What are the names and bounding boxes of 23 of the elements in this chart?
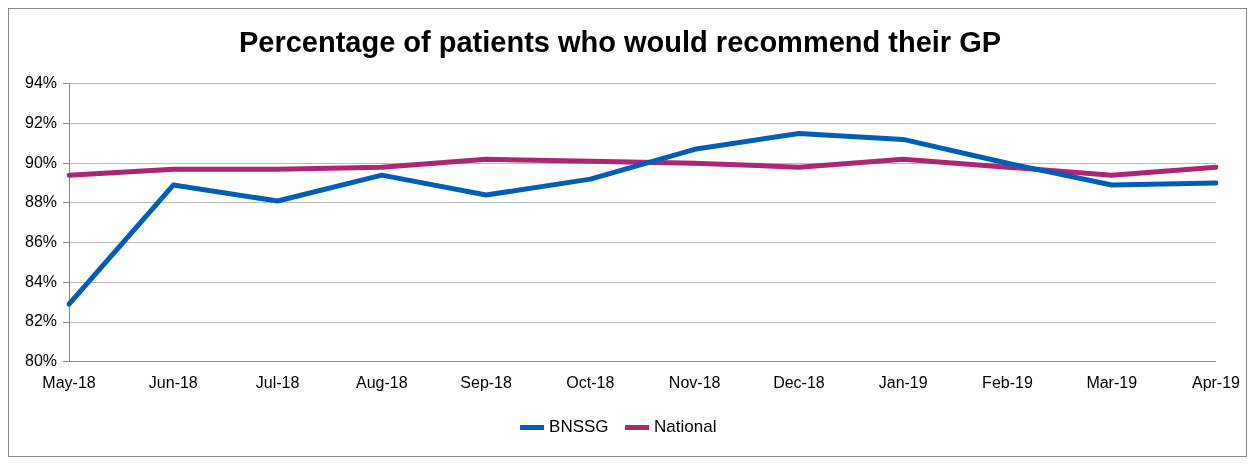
y-tick-label: 94% (24, 74, 58, 92)
y-tick-label: 86% (24, 233, 58, 251)
x-tick-label: Feb-19 (982, 373, 1033, 391)
y-tick-label: 90% (24, 153, 58, 171)
x-tick-label: Jun-18 (148, 373, 198, 391)
legend-label: BNSSG (549, 417, 609, 437)
x-tick-label: Jan-19 (878, 373, 928, 391)
x-tick-label: Sep-18 (460, 373, 512, 391)
chart-title: Percentage of patients who would recommend their GP (238, 26, 1002, 59)
x-tick-label: Oct-18 (566, 373, 615, 391)
x-tick-label: Dec-18 (773, 373, 825, 391)
x-tick-label: Jul-18 (255, 373, 300, 391)
y-tick-label: 82% (24, 312, 58, 330)
y-tick-label: 84% (24, 272, 58, 290)
x-tick-label: Aug-18 (356, 373, 408, 391)
y-tick-label: 80% (24, 352, 58, 370)
x-tick-label: Mar-19 (1086, 373, 1138, 391)
y-tick-label: 88% (24, 193, 58, 211)
y-tick-label: 92% (24, 113, 58, 131)
legend-label: National (654, 417, 717, 437)
x-tick-label: May-18 (42, 373, 96, 391)
x-tick-label: Apr-19 (1191, 373, 1241, 391)
x-tick-label: Nov-18 (668, 373, 721, 391)
